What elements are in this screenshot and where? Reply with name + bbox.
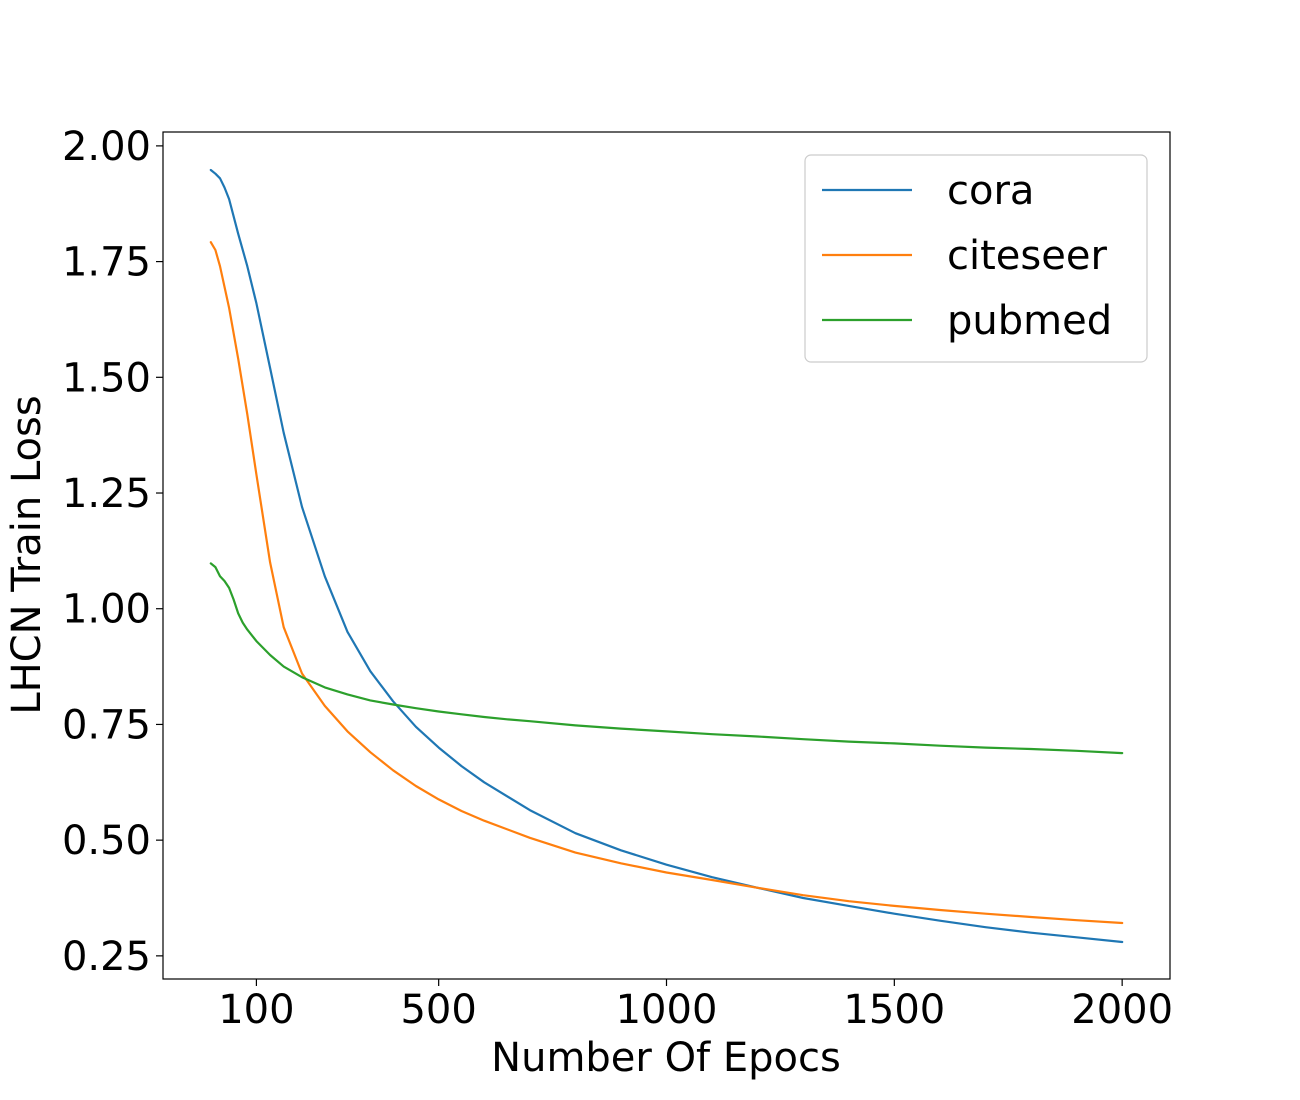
- x-tick-label: 2000: [1071, 987, 1173, 1033]
- y-tick-label: 1.25: [62, 471, 151, 517]
- series-line-cora: [209, 168, 1124, 944]
- legend-label-pubmed: pubmed: [947, 298, 1112, 344]
- legend-box: [804, 154, 1148, 363]
- y-tick-label: 0.75: [62, 702, 151, 748]
- series-layer: [209, 168, 1124, 944]
- x-tick-label: 500: [400, 987, 476, 1033]
- x-axis-label: Number Of Epocs: [491, 1035, 841, 1081]
- y-tick-label: 1.50: [62, 355, 151, 401]
- x-tick-label: 100: [218, 987, 294, 1033]
- y-tick-label: 1.75: [62, 240, 151, 286]
- legend-label-cora: cora: [947, 168, 1034, 214]
- x-axis: 100 500 1000 1500 2000: [218, 979, 1173, 1033]
- legend: cora citeseer pubmed: [804, 154, 1148, 363]
- y-tick-label: 2.00: [62, 124, 151, 170]
- y-tick-label: 0.50: [62, 818, 151, 864]
- y-tick-label: 1.00: [62, 587, 151, 633]
- y-tick-label: 0.25: [62, 934, 151, 980]
- y-axis: 0.25 0.50 0.75 1.00 1.25 1.50 1.75 2.00: [62, 124, 163, 980]
- series-line-pubmed: [209, 562, 1124, 755]
- series-line-citeseer: [209, 241, 1124, 925]
- y-axis-label: LHCN Train Loss: [4, 395, 50, 714]
- x-tick-label: 1500: [843, 987, 945, 1033]
- legend-label-citeseer: citeseer: [947, 233, 1107, 279]
- x-tick-label: 1000: [616, 987, 718, 1033]
